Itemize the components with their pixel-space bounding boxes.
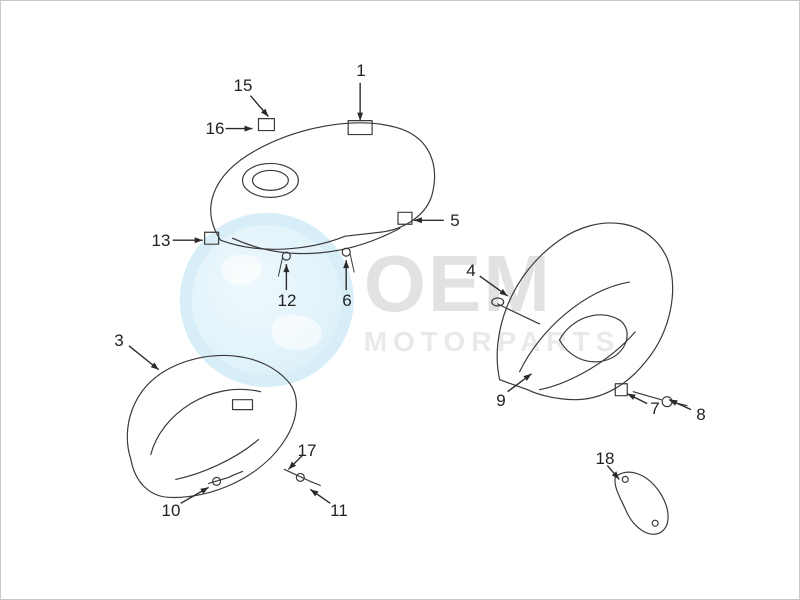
leader-lines [129, 83, 691, 504]
callout-number: 10 [162, 501, 181, 521]
callout-number: 6 [342, 291, 351, 311]
callout-number: 17 [298, 441, 317, 461]
callout-number: 4 [466, 261, 475, 281]
callout-number: 18 [596, 449, 615, 469]
leader-arrow-icon [627, 394, 635, 400]
callout-number: 9 [496, 391, 505, 411]
part-bracket [615, 472, 668, 534]
callout-number: 8 [696, 405, 705, 425]
callout-number: 12 [278, 291, 297, 311]
callout-number: 1 [356, 61, 365, 81]
callout-number: 16 [206, 119, 225, 139]
leader-arrow-icon [357, 113, 363, 121]
parts-svg [1, 1, 799, 599]
diagram-canvas: OEM MOTORPARTS [0, 0, 800, 600]
leader-arrow-icon [310, 489, 318, 496]
part-front-fender [127, 355, 320, 497]
part-rear-hugger [492, 223, 687, 407]
leader-arrow-icon [499, 289, 507, 296]
leader-arrow-icon [523, 374, 531, 381]
leader-arrow-icon [195, 237, 203, 243]
callout-number: 13 [152, 231, 171, 251]
callout-number: 11 [330, 501, 348, 521]
callout-number: 3 [114, 331, 123, 351]
callout-number: 15 [234, 76, 253, 96]
leader-arrow-icon [283, 264, 289, 272]
callout-number: 7 [650, 399, 659, 419]
leader-arrow-icon [343, 260, 349, 268]
leader-arrow-icon [245, 126, 253, 132]
part-upper-cover [205, 119, 435, 276]
callout-number: 5 [450, 211, 459, 231]
